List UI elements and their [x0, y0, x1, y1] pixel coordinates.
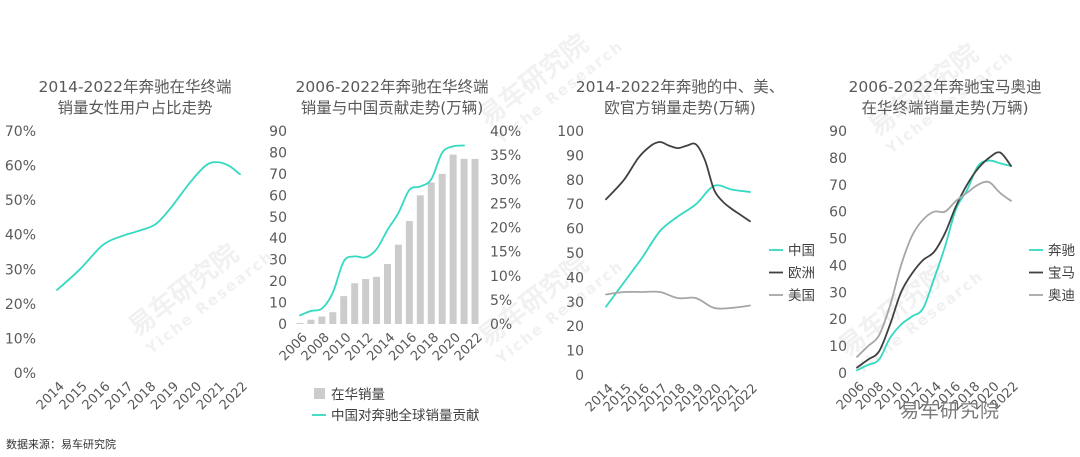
- chart-2-y-right-tick-label: 35%: [490, 148, 521, 164]
- chart-2-bar: [340, 296, 348, 324]
- chart-3-title-line-1: 2014-2022年奔驰的中、美、: [575, 78, 785, 96]
- legend-label: 宝马: [1048, 266, 1075, 282]
- chart-3-series-line: [605, 184, 751, 308]
- chart-2-y-right-tick-label: 5%: [490, 293, 512, 309]
- chart-2-bar: [471, 158, 479, 324]
- chart-2-y-right-tick-label: 40%: [490, 124, 521, 140]
- chart-2-y-right-tick-label: 0%: [490, 317, 512, 333]
- chart-4-y-tick-label: 30: [829, 285, 847, 301]
- chart-2-bar: [427, 182, 435, 324]
- chart-4-y-tick-label: 10: [829, 339, 847, 355]
- chart-4-y-tick-label: 70: [829, 178, 847, 194]
- legend-label: 在华销量: [331, 387, 385, 403]
- chart-2-y-left-tick-label: 30: [269, 253, 287, 269]
- chart-3-y-tick-label: 70: [566, 197, 584, 213]
- chart-3-series-line: [605, 141, 751, 223]
- legend-label: 中国对奔驰全球销量贡献: [331, 407, 480, 424]
- chart-2-bar: [438, 173, 446, 324]
- chart-2-y-left-tick-label: 0: [278, 317, 287, 333]
- chart-2-bar: [384, 263, 391, 324]
- chart-1-title-line-1: 2014-2022年奔驰在华终端: [38, 78, 232, 96]
- chart-1-y-tick-label: 10%: [5, 331, 36, 347]
- chart-2-y-left-tick-label: 90: [269, 124, 287, 140]
- chart-2-title-line-2: 销量与中国贡献走势(万辆): [300, 99, 484, 117]
- chart-2-y-right-tick-label: 25%: [490, 196, 521, 212]
- chart-1-y-tick-label: 40%: [5, 228, 36, 244]
- chart-4-title-line-1: 2006-2022年奔驰宝马奥迪: [848, 78, 1042, 96]
- legend-label: 中国: [788, 243, 815, 259]
- legend-label: 欧洲: [788, 266, 815, 282]
- chart-1-y-tick-label: 30%: [5, 262, 36, 278]
- chart-3-title-line-2: 欧官方销量走势(万辆): [604, 99, 756, 117]
- chart-3-y-tick-label: 90: [566, 148, 584, 164]
- chart-2-bar: [351, 283, 359, 324]
- chart-4-y-tick-label: 20: [829, 312, 847, 328]
- chart-1-y-tick-label: 60%: [5, 159, 36, 175]
- chart-2-y-right-tick-label: 15%: [490, 245, 521, 261]
- chart-4-title-line-2: 在华终端销量走势(万辆): [861, 99, 1029, 117]
- chart-1-title: 2014-2022年奔驰在华终端 销量女性用户占比走势: [10, 77, 260, 119]
- chart-2-bar: [460, 158, 468, 324]
- legend-swatch: [314, 388, 325, 399]
- chart-3-y-tick-label: 60: [566, 222, 584, 238]
- chart-3-y-tick-label: 100: [557, 124, 584, 140]
- chart-3-y-tick-label: 30: [566, 295, 584, 311]
- chart-2-bar: [373, 276, 381, 324]
- chart-2-y-left-tick-label: 10: [269, 296, 287, 312]
- chart-1-y-tick-label: 0%: [14, 366, 36, 382]
- chart-2-y-right-tick-label: 10%: [490, 269, 521, 285]
- chart-3-y-tick-label: 0: [575, 368, 584, 384]
- chart-2-title: 2006-2022年奔驰在华终端 销量与中国贡献走势(万辆): [272, 77, 512, 119]
- chart-2-bar: [318, 316, 326, 324]
- chart-2-bar: [449, 154, 457, 324]
- chart-4-y-tick-label: 0: [838, 366, 847, 382]
- chart-3-y-tick-label: 50: [566, 246, 584, 262]
- chart-2-bar: [416, 195, 424, 324]
- chart-2-bar: [362, 278, 370, 324]
- chart-2-y-left-tick-label: 40: [269, 231, 287, 247]
- chart-4-y-tick-label: 60: [829, 205, 847, 221]
- chart-1-y-tick-label: 70%: [5, 124, 36, 140]
- chart-1-y-tick-label: 50%: [5, 193, 36, 209]
- chart-3-y-tick-label: 20: [566, 319, 584, 335]
- chart-4-series-line: [856, 151, 1012, 369]
- chart-3-y-tick-label: 80: [566, 173, 584, 189]
- chart-1-title-line-2: 销量女性用户占比走势: [57, 99, 213, 117]
- data-source-note: 数据来源：易车研究院: [6, 438, 116, 451]
- chart-4-y-tick-label: 80: [829, 151, 847, 167]
- chart-1-series-line: [56, 161, 241, 291]
- chart-2-y-left-tick-label: 60: [269, 188, 287, 204]
- chart-4-y-tick-label: 90: [829, 124, 847, 140]
- legend-label: 奔驰: [1048, 243, 1076, 259]
- chart-2-series-line: [299, 144, 465, 317]
- chart-2-bar: [296, 322, 304, 324]
- chart-2-y-right-tick-label: 30%: [490, 172, 521, 188]
- chart-2-y-left-tick-label: 70: [269, 167, 287, 183]
- chart-3-y-tick-label: 10: [566, 344, 584, 360]
- chart-2-y-left-tick-label: 50: [269, 210, 287, 226]
- chart-2-bar: [405, 221, 413, 324]
- chart-4-series-line: [856, 180, 1012, 358]
- chart-4-y-tick-label: 40: [829, 258, 847, 274]
- legend-label: 美国: [788, 288, 815, 304]
- chart-4-series-line: [856, 159, 1012, 372]
- chart-2-y-left-tick-label: 20: [269, 274, 287, 290]
- chart-3-series-line: [605, 290, 751, 310]
- chart-3-title: 2014-2022年奔驰的中、美、 欧官方销量走势(万辆): [560, 77, 800, 119]
- legend-label: 奥迪: [1048, 287, 1075, 304]
- chart-4-title: 2006-2022年奔驰宝马奥迪 在华终端销量走势(万辆): [820, 77, 1070, 119]
- chart-2-bar: [307, 319, 315, 324]
- yiche-logo-text: 易车研究院: [900, 400, 1001, 422]
- chart-2-y-left-tick-label: 80: [269, 145, 287, 161]
- chart-2-y-right-tick-label: 20%: [490, 221, 521, 237]
- chart-2-title-line-1: 2006-2022年奔驰在华终端: [295, 78, 489, 96]
- chart-4-y-tick-label: 50: [829, 232, 847, 248]
- chart-2-bar: [394, 244, 402, 324]
- chart-1-y-tick-label: 20%: [5, 297, 36, 313]
- chart-2-bar: [329, 312, 337, 324]
- chart-3-y-tick-label: 40: [566, 270, 584, 286]
